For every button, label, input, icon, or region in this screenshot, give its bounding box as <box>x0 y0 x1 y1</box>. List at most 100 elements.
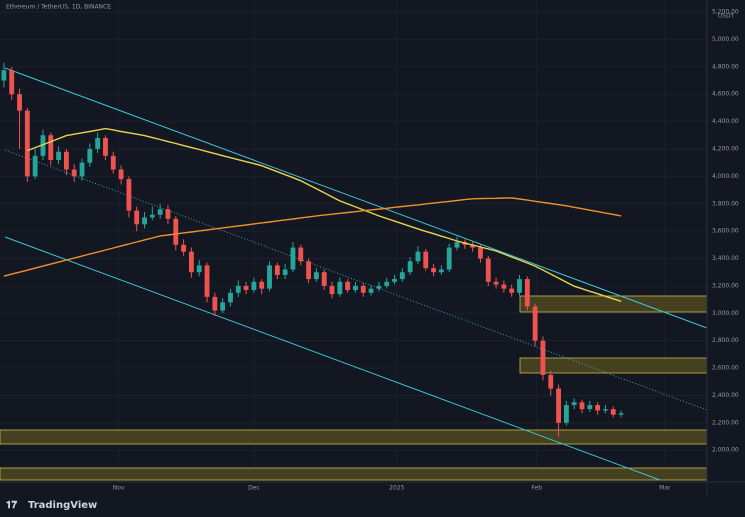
candle-body <box>212 296 218 311</box>
candle-body <box>485 258 491 282</box>
zone <box>519 357 708 374</box>
grid <box>0 0 707 482</box>
candle-body <box>9 70 15 95</box>
candle-body <box>142 217 147 225</box>
candle-body <box>204 265 210 297</box>
x-tick-label: Mar <box>659 485 671 492</box>
moving-average-line <box>3 197 622 277</box>
candle-body <box>353 285 358 291</box>
candle-body <box>329 285 335 295</box>
candle-body <box>610 409 616 415</box>
candle-body <box>337 281 343 295</box>
x-tick-label: Dec <box>248 485 260 492</box>
candle-body <box>360 285 366 293</box>
channel-line <box>4 236 661 481</box>
candle-body <box>32 155 38 177</box>
candle-body <box>188 251 194 273</box>
candle-body <box>118 169 124 180</box>
candle-body <box>220 302 226 311</box>
moving-average-line <box>27 127 622 302</box>
y-tick-label: 5,200.00 <box>712 9 739 16</box>
candle-body <box>17 94 22 111</box>
candle-body <box>407 261 413 273</box>
candle-body <box>517 279 522 293</box>
candle-body <box>63 151 69 170</box>
y-tick-label: 4,800.00 <box>712 63 739 70</box>
candle-body <box>134 210 140 225</box>
candle-body <box>235 285 241 293</box>
candle-body <box>181 244 187 252</box>
candle-body <box>165 209 171 219</box>
y-tick-label: 3,600.00 <box>712 228 739 235</box>
y-tick-label: 2,000.00 <box>712 447 739 454</box>
y-tick-label: 3,000.00 <box>712 310 739 317</box>
candle-body <box>290 247 296 270</box>
y-tick-label: 3,400.00 <box>712 255 739 262</box>
candle-body <box>595 405 601 411</box>
candle-body <box>579 402 585 410</box>
y-tick-label: 4,600.00 <box>712 91 739 98</box>
candle-body <box>556 388 561 423</box>
candle-body <box>1 70 7 81</box>
candle-body <box>259 281 265 289</box>
y-tick-label: 2,400.00 <box>712 392 739 399</box>
candle-body <box>157 209 163 215</box>
y-tick-label: 4,000.00 <box>712 173 739 180</box>
plot <box>1 62 624 437</box>
x-tick-label: 2025 <box>389 485 404 492</box>
zone <box>0 429 708 445</box>
y-tick-label: 2,200.00 <box>712 419 739 426</box>
y-tick-label: 2,800.00 <box>712 337 739 344</box>
candle-body <box>110 155 116 170</box>
candle-body <box>415 251 421 262</box>
brand: TradingView <box>28 500 97 511</box>
candle-body <box>40 135 46 156</box>
candle-body <box>501 284 507 289</box>
candle-body <box>243 285 249 291</box>
candle-body <box>79 162 85 177</box>
y-tick-label: 3,800.00 <box>712 200 739 207</box>
candle-body <box>571 402 577 406</box>
candle-body <box>173 218 179 245</box>
candle-body <box>126 179 132 211</box>
y-tick-label: 3,200.00 <box>712 282 739 289</box>
y-tick-label: 5,000.00 <box>712 36 739 43</box>
candle-body <box>540 340 546 375</box>
candle-body <box>87 148 93 163</box>
candle-body <box>493 281 499 285</box>
currency-label: USDT <box>718 13 735 20</box>
y-tick-label: 2,600.00 <box>712 365 739 372</box>
candle-body <box>431 268 436 273</box>
x-tick-label: Feb <box>531 485 542 492</box>
channel-line <box>4 67 708 329</box>
brand-logo: 𝟏𝟕 <box>6 500 18 511</box>
candle-body <box>438 269 444 273</box>
candle-body <box>196 265 202 273</box>
candle-body <box>321 272 327 286</box>
candle-body <box>103 138 108 156</box>
candle-body <box>509 288 515 293</box>
y-tick-label: 4,400.00 <box>712 118 739 125</box>
x-tick-label: Nov <box>113 485 125 492</box>
candle-body <box>345 281 351 291</box>
candle-body <box>95 138 101 149</box>
y-tick-label: 4,200.00 <box>712 145 739 152</box>
candle-body <box>56 151 62 160</box>
candle-body <box>48 135 54 160</box>
candle-body <box>274 265 280 275</box>
candle-body <box>71 169 77 177</box>
candle-body <box>24 110 30 177</box>
candle-body <box>282 269 288 275</box>
candle-body <box>454 242 460 248</box>
candle-body <box>228 292 233 303</box>
candle-body <box>149 214 155 218</box>
candle-body <box>446 247 452 270</box>
zone <box>0 467 708 481</box>
candle-body <box>306 261 312 280</box>
candle-body <box>399 272 405 280</box>
candle-body <box>618 413 624 415</box>
candle-body <box>313 272 319 280</box>
candle-body <box>478 247 483 259</box>
